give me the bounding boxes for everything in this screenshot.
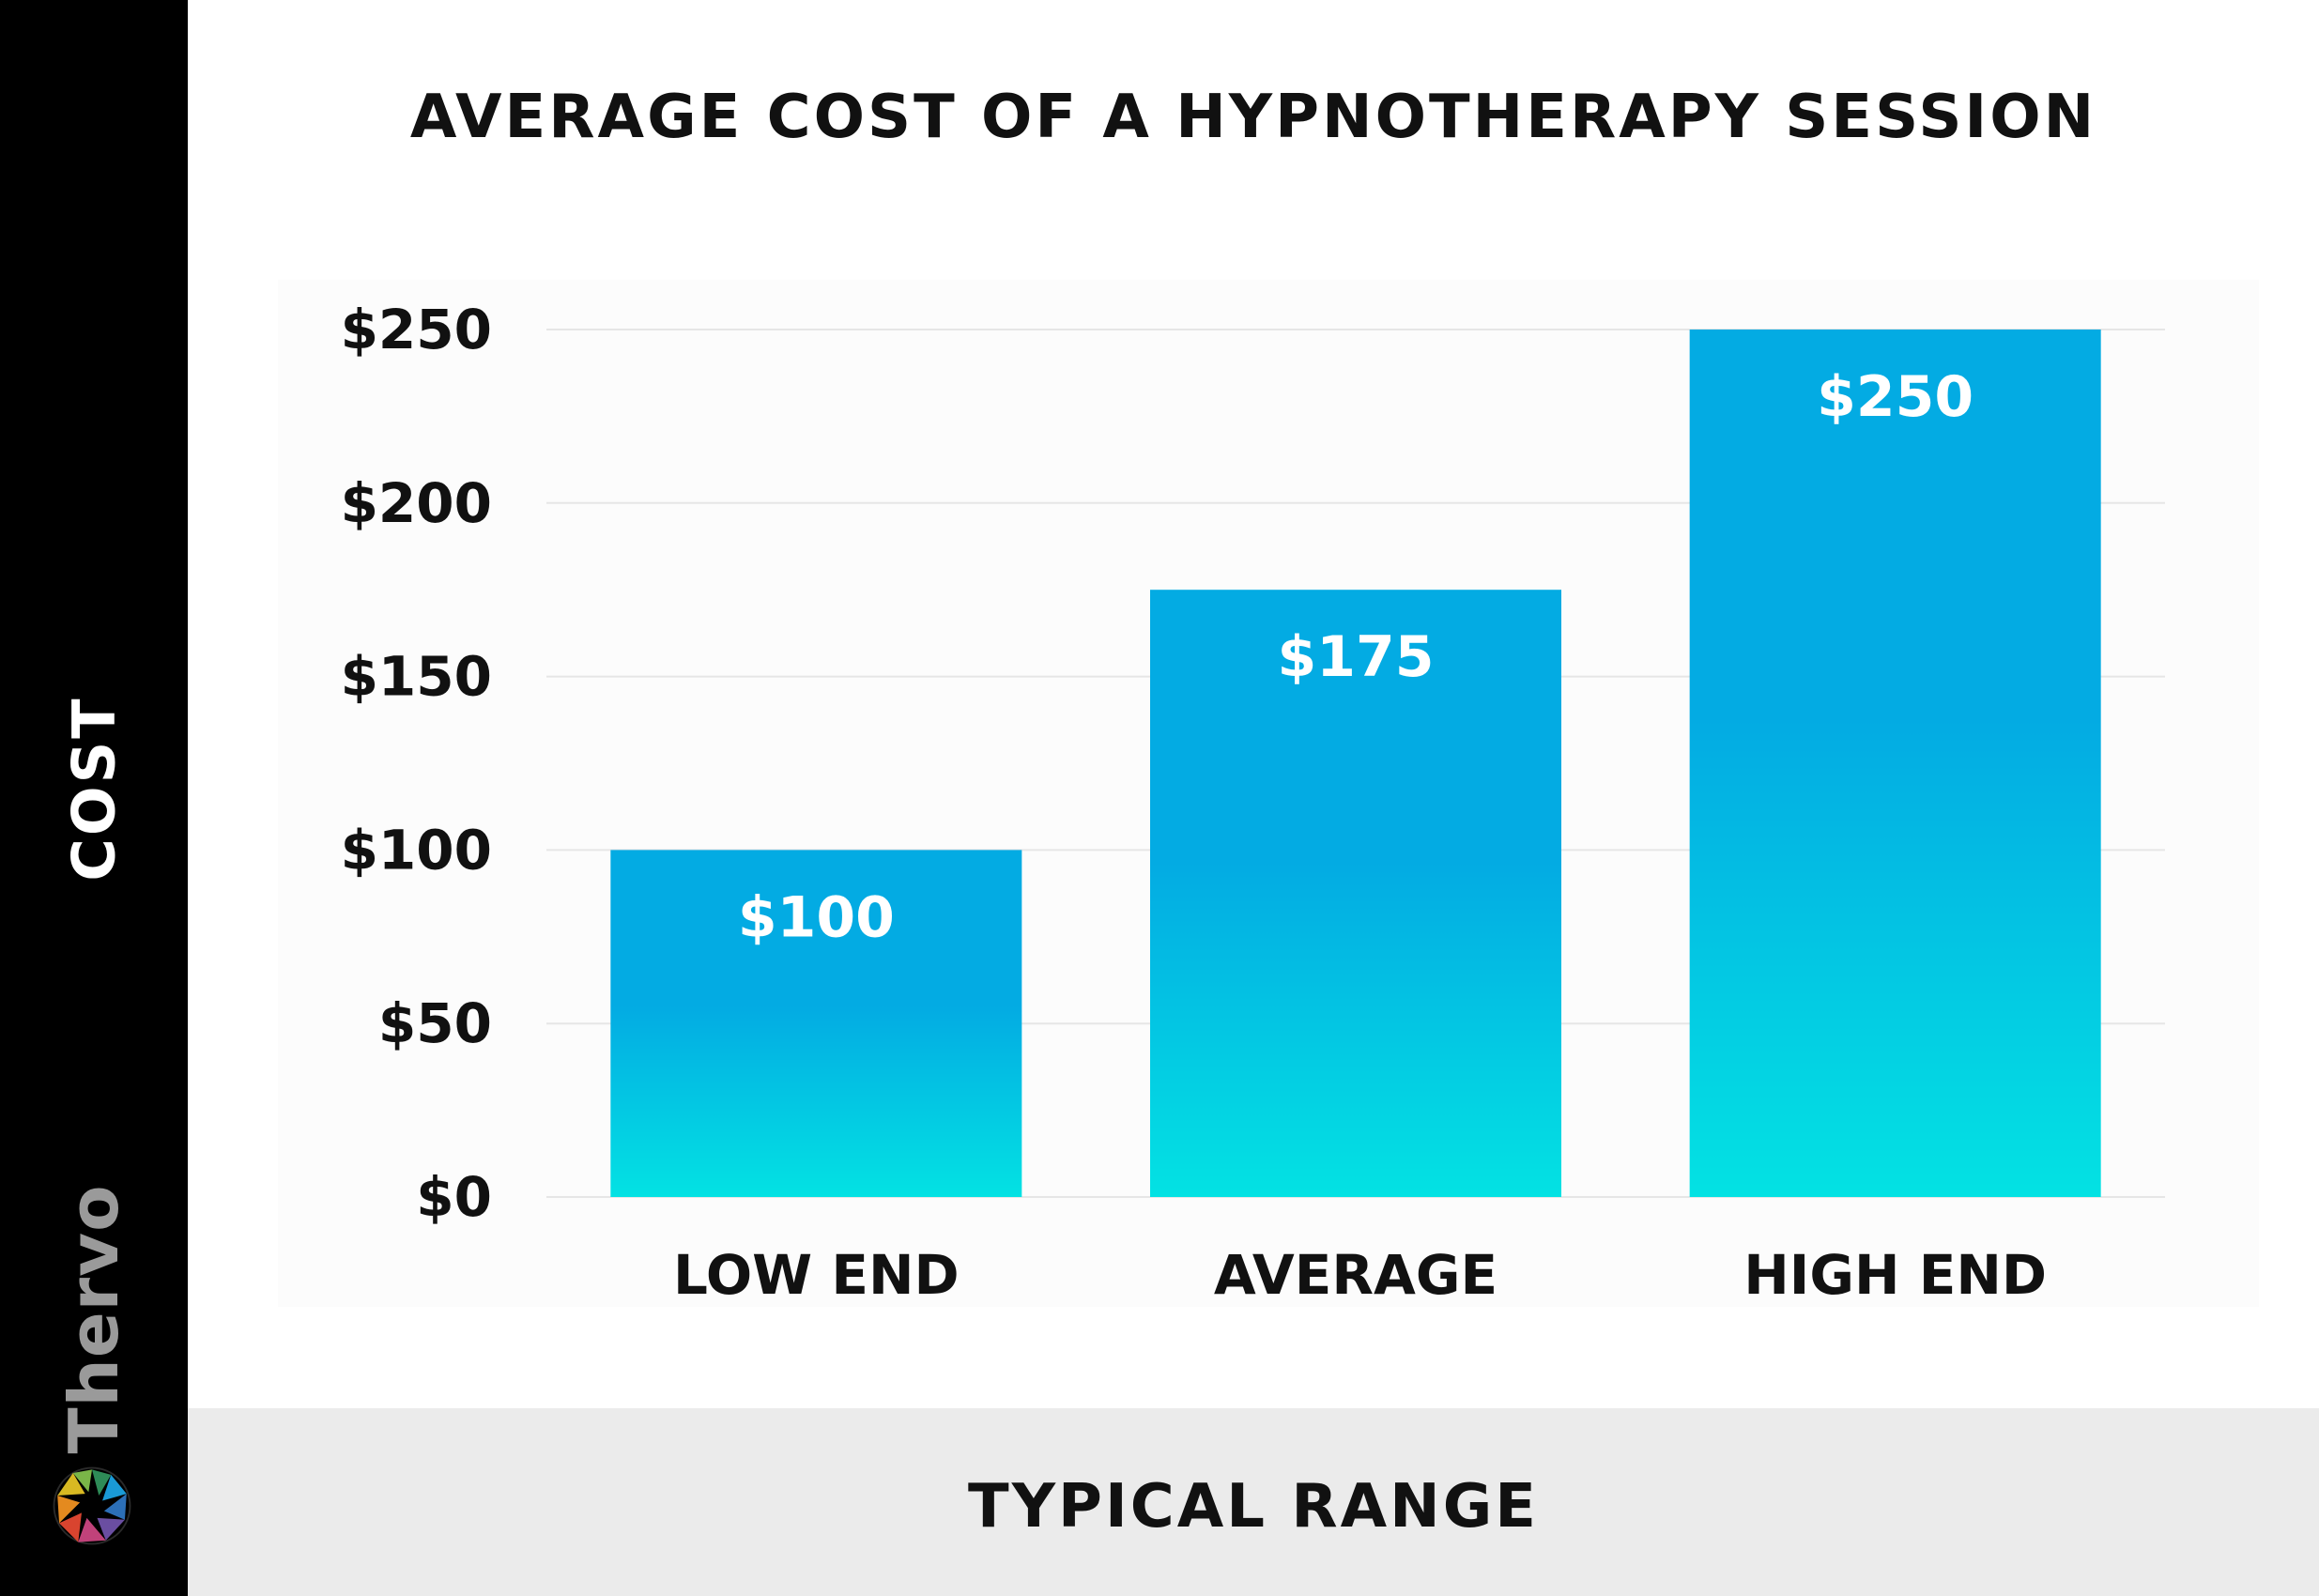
bar-value-label: $250	[1817, 364, 1973, 430]
y-tick-label: $250	[341, 298, 492, 361]
bar-value-label: $100	[738, 884, 895, 950]
bar	[610, 850, 1022, 1197]
y-tick-label: $150	[341, 645, 492, 709]
bar	[1689, 330, 2101, 1197]
bar-value-label: $175	[1278, 624, 1435, 690]
x-axis-title: TYPICAL RANGE	[968, 1472, 1539, 1542]
chart-title: AVERAGE COST OF A HYPNOTHERAPY SESSION	[409, 83, 2097, 152]
x-category-label: HIGH END	[1743, 1243, 2047, 1307]
bar-chart: $0 $50 $100 $150 $200 $250 $100 LOW END $175 AVER…	[341, 298, 2165, 1307]
aperture-logo-icon	[53, 1466, 131, 1545]
y-tick-label: $0	[416, 1165, 492, 1229]
y-tick-label: $50	[378, 991, 492, 1055]
x-category-label: LOW END	[673, 1243, 960, 1307]
sidebar: COST Thervo	[0, 0, 188, 1596]
x-axis-title-band: TYPICAL RANGE	[188, 1408, 2319, 1596]
y-tick-label: $200	[341, 471, 492, 535]
bar	[1150, 590, 1561, 1197]
x-category-label: AVERAGE	[1214, 1243, 1497, 1307]
y-tick-label: $100	[341, 818, 492, 882]
